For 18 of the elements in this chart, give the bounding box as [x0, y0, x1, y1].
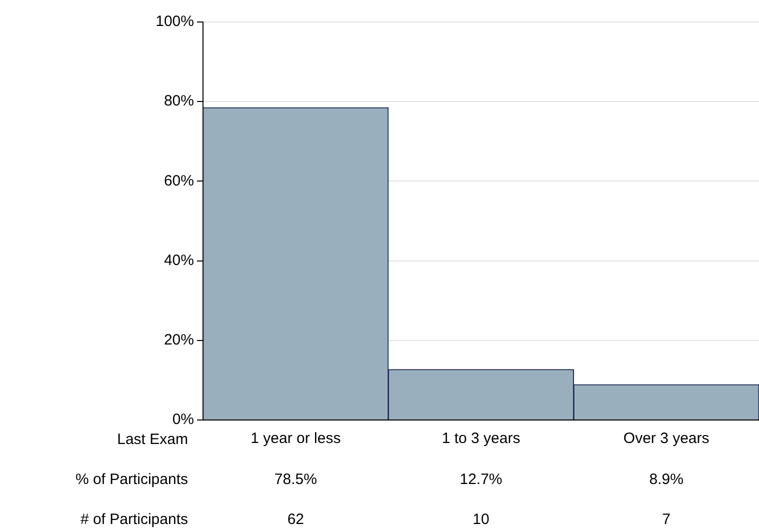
data-label: 78.5% [274, 471, 317, 488]
y-tick-label: 20% [164, 332, 194, 349]
data-label: 8.9% [649, 471, 684, 488]
text: 7 [662, 511, 671, 528]
y-tick-label: 40% [164, 252, 194, 269]
x-axis-title: Last Exam [117, 431, 188, 448]
text: 62 [287, 511, 304, 528]
data-label: 12.7% [460, 471, 502, 488]
text: 10 [472, 511, 490, 528]
text: # of Participants [80, 511, 188, 528]
y-tick-label: 60% [164, 172, 194, 190]
y-tick-label: 100% [156, 13, 194, 30]
x-tick-label: 1 to 3 years [442, 430, 520, 448]
x-tick-label: 1 year or less [250, 430, 341, 448]
x-tick-label: Over 3 years [623, 430, 710, 448]
y-tick-label: 0% [172, 411, 194, 428]
y-tick-label: 80% [164, 92, 194, 110]
text: % of Participants [75, 471, 188, 488]
